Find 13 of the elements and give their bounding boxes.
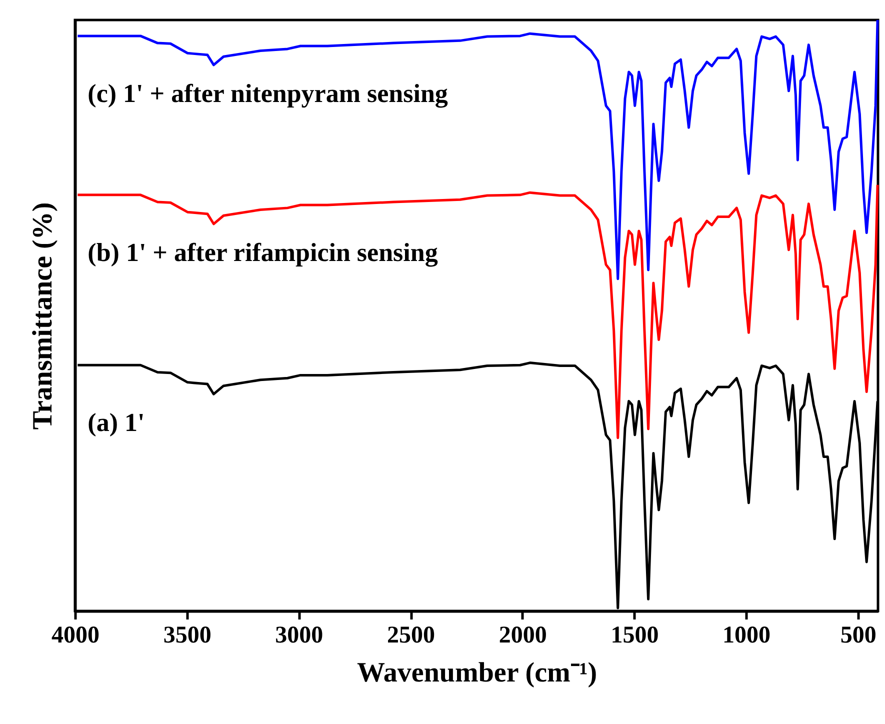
- x-axis-title: Wavenumber (cm⁻¹): [356, 658, 598, 688]
- y-axis-title: Transmittance (%): [28, 202, 58, 430]
- x-tick-label: 3500: [163, 622, 212, 648]
- x-tick-label: 1500: [610, 622, 659, 648]
- x-tick-label: 500: [840, 622, 876, 648]
- x-tick-label: 2500: [387, 622, 436, 648]
- series-label: (b) 1' + after rifampicin sensing: [88, 238, 438, 267]
- x-tick-label: 1000: [722, 622, 771, 648]
- x-tick-label: 2000: [498, 622, 547, 648]
- series-label: (a) 1': [88, 408, 145, 438]
- x-tick-label: 4000: [52, 622, 100, 648]
- x-tick-label: 3000: [275, 622, 324, 648]
- series-label: (c) 1' + after nitenpyram sensing: [88, 78, 448, 108]
